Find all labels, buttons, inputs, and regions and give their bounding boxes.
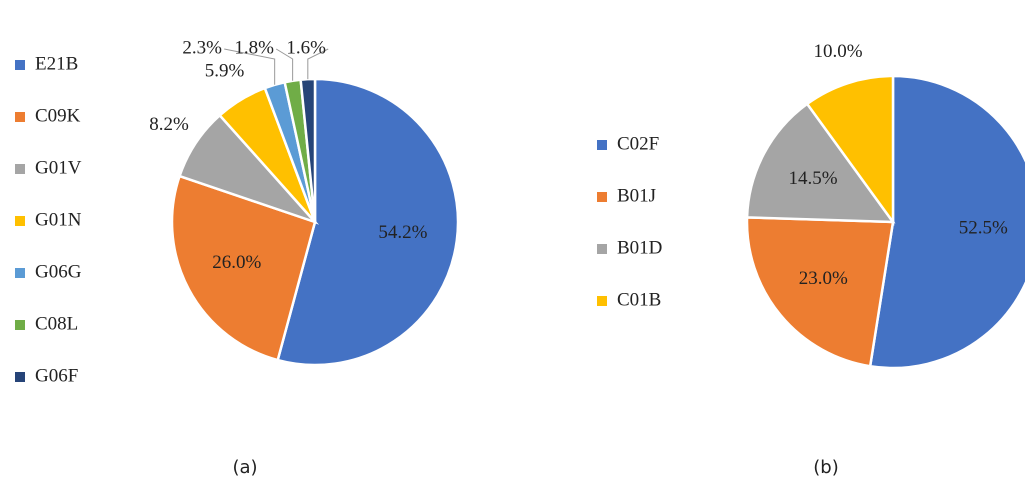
legend-label: B01J xyxy=(617,185,656,206)
leader-line xyxy=(224,48,276,85)
caption: (b) xyxy=(813,457,838,478)
legend-swatch xyxy=(15,60,25,70)
legend-label: G06G xyxy=(35,261,82,282)
data-label: 10.0% xyxy=(813,41,862,62)
data-label: 52.5% xyxy=(959,217,1008,238)
legend-swatch xyxy=(15,112,25,122)
legend-swatch xyxy=(15,372,25,382)
pie-slice xyxy=(276,77,460,367)
data-label: 23.0% xyxy=(799,268,848,289)
legend-label: G01V xyxy=(35,157,82,178)
data-label: 54.2% xyxy=(378,222,427,243)
legend-label: C09K xyxy=(35,105,81,126)
leader-line xyxy=(275,48,294,81)
data-label: 14.5% xyxy=(788,168,837,189)
pie-slice xyxy=(745,102,896,224)
legend-swatch xyxy=(15,268,25,278)
legend-label: E21B xyxy=(35,53,78,74)
legend-swatch xyxy=(597,140,607,150)
legend-swatch xyxy=(15,164,25,174)
pie-slice xyxy=(805,74,895,226)
caption: (a) xyxy=(232,457,257,478)
legend-label: G01N xyxy=(35,209,82,230)
data-label: 8.2% xyxy=(149,114,189,135)
legend-label: C08L xyxy=(35,313,78,334)
data-label: 26.0% xyxy=(212,252,261,273)
leader-line xyxy=(307,48,329,80)
legend-swatch xyxy=(597,244,607,254)
legend-swatch xyxy=(597,192,607,202)
legend-label: C02F xyxy=(617,133,659,154)
data-label: 1.6% xyxy=(286,37,326,58)
legend-label: G06F xyxy=(35,365,78,386)
legend-swatch xyxy=(597,296,607,306)
data-label: 5.9% xyxy=(205,61,245,82)
pie-slice xyxy=(745,216,895,368)
legend-label: B01D xyxy=(617,237,662,258)
legend-label: C01B xyxy=(617,289,661,310)
pie-slice xyxy=(170,174,317,362)
data-label: 1.8% xyxy=(234,37,274,58)
legend-swatch xyxy=(15,216,25,226)
legend-swatch xyxy=(15,320,25,330)
pie-slice xyxy=(868,74,1025,370)
data-label: 2.3% xyxy=(182,37,222,58)
